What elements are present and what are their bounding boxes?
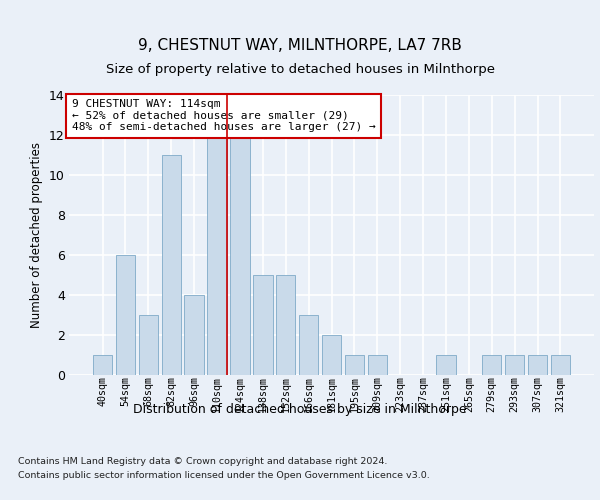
Text: Size of property relative to detached houses in Milnthorpe: Size of property relative to detached ho… [106, 62, 494, 76]
Bar [139, 315, 158, 375]
Bar [184, 295, 204, 375]
Bar [505, 355, 524, 375]
Bar [551, 355, 570, 375]
Bar [436, 355, 455, 375]
Text: Distribution of detached houses by size in Milnthorpe: Distribution of detached houses by size … [133, 402, 467, 415]
Text: 9 CHESTNUT WAY: 114sqm
← 52% of detached houses are smaller (29)
48% of semi-det: 9 CHESTNUT WAY: 114sqm ← 52% of detached… [71, 99, 376, 132]
Bar [322, 335, 341, 375]
Bar [482, 355, 502, 375]
Bar [299, 315, 319, 375]
Text: Contains HM Land Registry data © Crown copyright and database right 2024.: Contains HM Land Registry data © Crown c… [18, 458, 388, 466]
Bar [93, 355, 112, 375]
Bar [208, 135, 227, 375]
Bar [161, 155, 181, 375]
Bar [276, 275, 295, 375]
Bar [344, 355, 364, 375]
Bar [116, 255, 135, 375]
Bar [368, 355, 387, 375]
Bar [528, 355, 547, 375]
Bar [253, 275, 272, 375]
Bar [230, 135, 250, 375]
Text: Contains public sector information licensed under the Open Government Licence v3: Contains public sector information licen… [18, 471, 430, 480]
Text: 9, CHESTNUT WAY, MILNTHORPE, LA7 7RB: 9, CHESTNUT WAY, MILNTHORPE, LA7 7RB [138, 38, 462, 52]
Y-axis label: Number of detached properties: Number of detached properties [31, 142, 43, 328]
